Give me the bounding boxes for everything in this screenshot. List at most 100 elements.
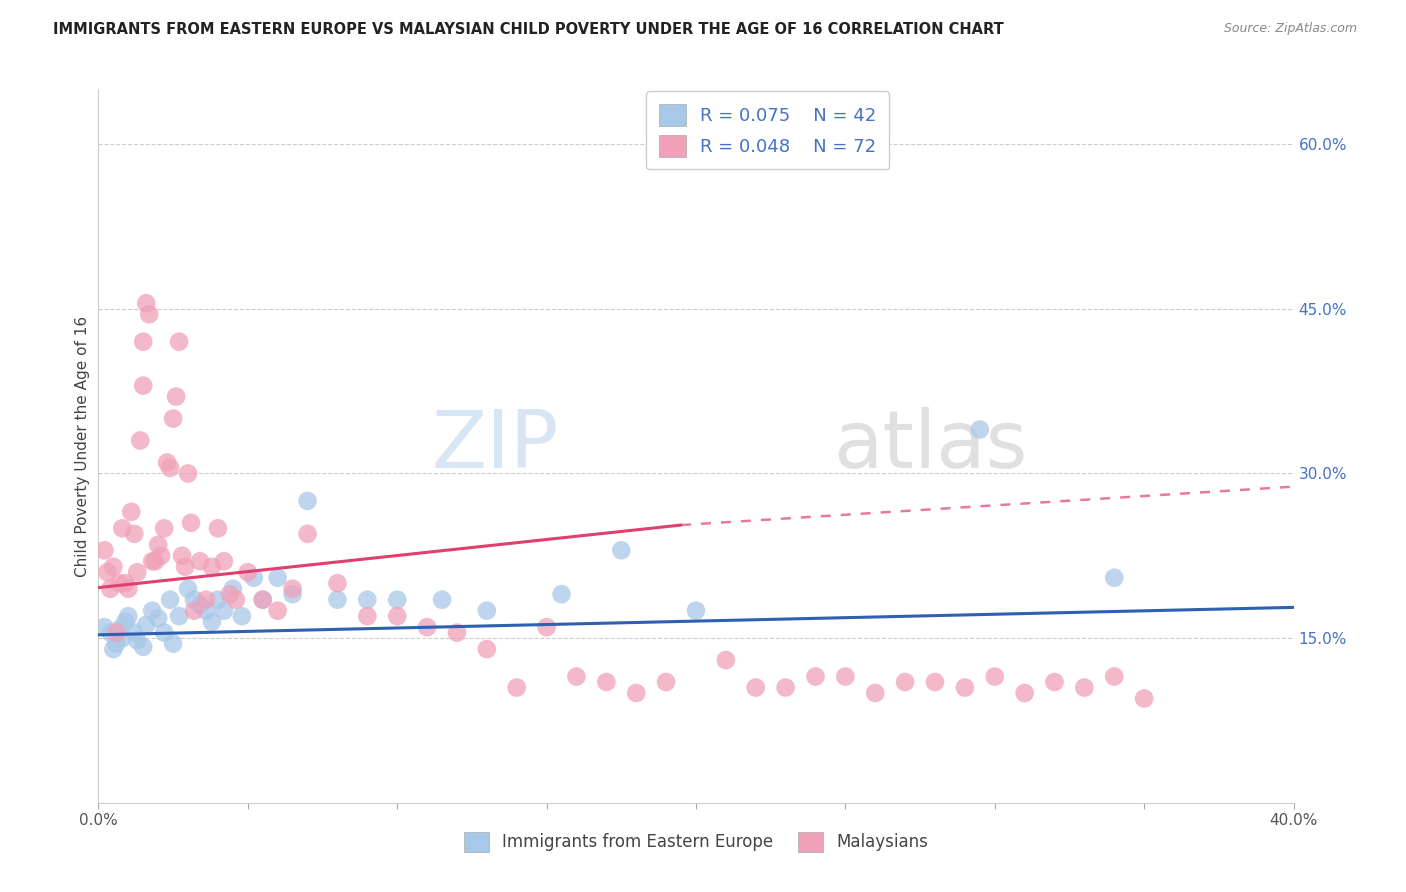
Point [297,494,319,508]
Point [132,640,155,654]
Point [105,625,128,640]
Point [150,549,173,563]
Legend: Immigrants from Eastern Europe, Malaysians: Immigrants from Eastern Europe, Malaysia… [457,825,935,859]
Point [550,587,572,601]
Point [117,609,139,624]
Point [93,620,115,634]
Point [111,631,134,645]
Point [655,675,678,690]
Point [103,559,125,574]
Point [174,559,197,574]
Point [475,604,498,618]
Point [610,543,633,558]
Point [267,571,290,585]
Point [93,543,115,558]
Text: ZIP: ZIP [432,407,558,485]
Point [143,554,166,568]
Point [225,592,247,607]
Point [159,461,181,475]
Point [326,592,349,607]
Point [114,576,136,591]
Text: Source: ZipAtlas.com: Source: ZipAtlas.com [1223,22,1357,36]
Point [108,623,131,637]
Point [236,566,259,580]
Point [416,620,439,634]
Point [775,681,797,695]
Point [201,559,224,574]
Point [356,609,378,624]
Point [212,554,235,568]
Point [135,296,157,310]
Point [167,334,190,349]
Point [356,592,378,607]
Point [565,669,588,683]
Point [252,592,274,607]
Point [207,521,229,535]
Point [188,554,211,568]
Point [475,642,498,657]
Point [212,604,235,618]
Point [924,675,946,690]
Point [745,681,768,695]
Point [162,411,184,425]
Point [98,582,122,596]
Point [626,686,648,700]
Point [595,675,617,690]
Point [120,505,142,519]
Point [1043,675,1066,690]
Point [183,604,205,618]
Point [1014,686,1036,700]
Point [188,598,211,612]
Point [297,526,319,541]
Point [894,675,917,690]
Point [685,604,707,618]
Point [430,592,453,607]
Point [127,633,149,648]
Point [183,592,205,607]
Point [385,592,409,607]
Point [207,592,229,607]
Point [96,566,118,580]
Point [969,423,991,437]
Y-axis label: Child Poverty Under the Age of 16: Child Poverty Under the Age of 16 [75,316,90,576]
Point [177,582,200,596]
Point [1104,669,1126,683]
Point [141,554,163,568]
Point [222,582,245,596]
Point [865,686,887,700]
Point [834,669,856,683]
Point [231,609,253,624]
Point [105,637,128,651]
Point [1133,691,1156,706]
Point [177,467,200,481]
Point [953,681,976,695]
Point [135,618,157,632]
Point [685,115,707,129]
Point [195,604,218,618]
Point [156,455,179,469]
Point [281,587,304,601]
Point [162,637,184,651]
Point [148,611,170,625]
Point [127,566,149,580]
Point [124,526,146,541]
Point [219,587,242,601]
Point [267,604,290,618]
Point [326,576,349,591]
Point [804,669,827,683]
Point [1073,681,1095,695]
Point [114,615,136,629]
Point [124,625,146,640]
Point [984,669,1007,683]
Point [446,625,468,640]
Point [281,582,304,596]
Point [195,592,218,607]
Point [165,390,187,404]
Point [536,620,558,634]
Point [714,653,737,667]
Text: atlas: atlas [834,407,1028,485]
Point [129,434,152,448]
Point [132,334,155,349]
Point [172,549,194,563]
Point [117,582,139,596]
